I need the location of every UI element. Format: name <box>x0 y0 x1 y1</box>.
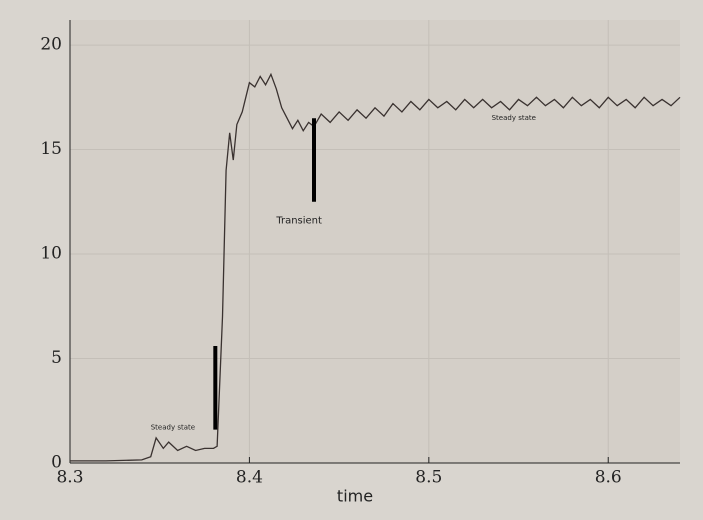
y-tick-label: 10 <box>40 244 62 264</box>
x-tick-label: 8.4 <box>236 468 263 488</box>
y-tick-label: 20 <box>40 35 62 55</box>
y-tick-label: 5 <box>51 348 62 368</box>
annotation: Steady state <box>492 114 536 122</box>
x-axis-label: time <box>337 487 373 506</box>
y-tick-label: 15 <box>40 139 62 159</box>
annotation: Steady state <box>151 423 195 431</box>
annotation: Transient <box>275 216 322 227</box>
plot-area <box>70 20 680 463</box>
x-tick-label: 8.3 <box>56 468 83 488</box>
x-tick-label: 8.5 <box>415 468 442 488</box>
y-tick-label: 0 <box>51 453 62 473</box>
data-line <box>70 72 681 462</box>
x-tick-label: 8.6 <box>595 468 622 488</box>
